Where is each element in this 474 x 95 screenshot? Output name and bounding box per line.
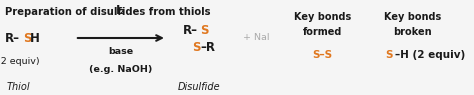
Text: S: S (192, 41, 201, 54)
Text: S: S (23, 32, 31, 44)
Text: Preparation of disulfides from thiols: Preparation of disulfides from thiols (5, 7, 210, 17)
Text: R–: R– (5, 32, 20, 44)
Text: Key bonds: Key bonds (294, 12, 351, 22)
Text: S: S (201, 24, 209, 37)
Text: Key bonds: Key bonds (384, 12, 441, 22)
Text: S: S (385, 50, 392, 60)
Text: –R: –R (201, 41, 216, 54)
Text: formed: formed (302, 27, 342, 37)
Text: (e.g. NaOH): (e.g. NaOH) (89, 65, 153, 74)
Text: Thiol: Thiol (6, 82, 30, 92)
Text: S–S: S–S (312, 50, 332, 60)
Text: Disulfide: Disulfide (178, 82, 220, 92)
Text: broken: broken (393, 27, 432, 37)
Text: –H (2 equiv): –H (2 equiv) (395, 50, 465, 60)
Text: + NaI: + NaI (243, 34, 269, 42)
Text: I₂: I₂ (116, 4, 126, 17)
Text: H: H (30, 32, 40, 44)
Text: base: base (108, 48, 134, 57)
Text: R–: R– (182, 24, 198, 37)
Text: (2 equiv): (2 equiv) (0, 57, 39, 66)
